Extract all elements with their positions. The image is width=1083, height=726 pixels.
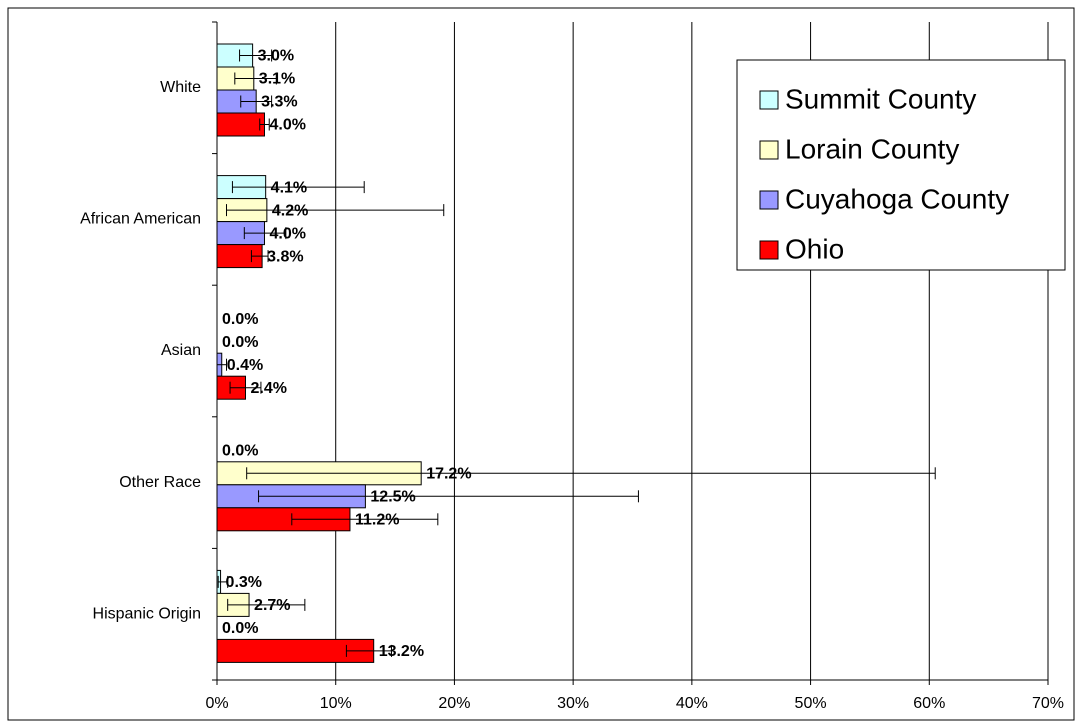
legend-label: Summit County	[785, 83, 976, 114]
x-tick-label: 0%	[205, 695, 228, 712]
bar	[216, 112, 265, 137]
error-bar	[217, 575, 229, 588]
error-bar	[240, 95, 273, 108]
value-label: 0.4%	[227, 357, 263, 374]
error-bar	[216, 358, 227, 371]
value-label: 13.2%	[379, 643, 424, 660]
value-label: 3.3%	[261, 94, 297, 111]
error-bar	[227, 598, 306, 611]
value-label: 12.5%	[370, 489, 415, 506]
value-label: 4.0%	[269, 225, 305, 242]
legend-box	[736, 59, 1066, 271]
x-tick-label: 70%	[1032, 695, 1064, 712]
value-label: 0.0%	[222, 620, 258, 637]
error-bar	[231, 181, 365, 194]
error-bar	[259, 118, 270, 131]
x-tick-label: 60%	[913, 695, 945, 712]
error-bar	[291, 513, 439, 526]
error-bar	[229, 381, 262, 394]
y-tick-label: Hispanic Origin	[93, 605, 201, 622]
y-tick-label: Asian	[161, 342, 201, 359]
value-label: 2.7%	[254, 597, 290, 614]
x-tick-label: 30%	[557, 695, 589, 712]
error-bar	[243, 227, 287, 240]
error-bar	[239, 49, 273, 62]
legend-swatch	[759, 90, 779, 110]
x-tick-label: 50%	[795, 695, 827, 712]
error-bar	[258, 490, 639, 503]
value-label: 3.8%	[267, 248, 303, 265]
error-bar	[250, 250, 269, 263]
y-tick-label: White	[160, 79, 201, 96]
value-label: 4.1%	[271, 179, 307, 196]
legend-label: Lorain County	[785, 133, 959, 164]
value-label: 17.2%	[426, 466, 471, 483]
value-label: 0.0%	[222, 334, 258, 351]
value-label: 0.0%	[222, 311, 258, 328]
value-label: 4.2%	[272, 202, 308, 219]
y-tick-label: African American	[80, 211, 201, 228]
legend-label: Ohio	[785, 233, 844, 264]
legend-label: Cuyahoga County	[785, 183, 1009, 214]
value-label: 11.2%	[355, 512, 399, 529]
value-label: 2.4%	[250, 380, 286, 397]
error-bar	[246, 467, 936, 480]
value-label: 3.0%	[258, 48, 294, 65]
value-label: 4.0%	[269, 117, 305, 134]
value-label: 0.3%	[226, 574, 262, 591]
value-label: 0.0%	[222, 443, 258, 460]
legend-swatch	[759, 190, 779, 210]
x-tick-label: 40%	[676, 695, 708, 712]
error-bar	[225, 204, 445, 217]
legend-swatch	[759, 140, 779, 160]
legend-swatch	[759, 240, 779, 260]
error-bar	[345, 644, 393, 657]
x-tick-label: 20%	[438, 695, 470, 712]
value-label: 3.1%	[259, 71, 295, 88]
error-bar	[234, 72, 277, 85]
y-tick-label: Other Race	[119, 474, 201, 491]
x-tick-label: 10%	[320, 695, 352, 712]
